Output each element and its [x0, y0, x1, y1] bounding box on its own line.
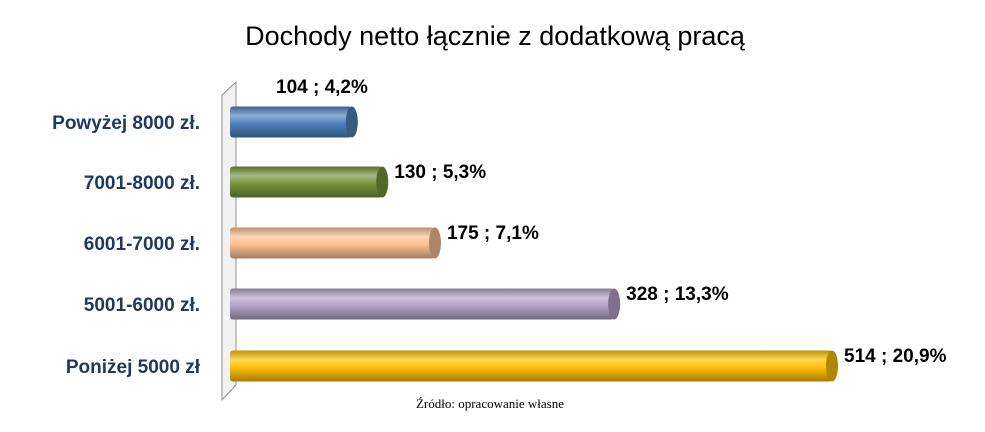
- bar-cap-1: [376, 166, 389, 198]
- category-label: 6001-7000 zł.: [84, 234, 200, 255]
- labels-layer: Powyżej 8000 zł. 104 ; 4,2% 7001-8000 zł. 1…: [52, 77, 946, 378]
- bar-4: [230, 350, 832, 382]
- data-label: 104 ; 4,2%: [276, 77, 368, 98]
- bar-cap-0: [345, 106, 358, 138]
- axis-wall: [221, 80, 237, 402]
- source-note: Źródło: opracowanie własne: [416, 396, 564, 411]
- category-label: 7001-8000 zł.: [84, 173, 200, 194]
- data-label: 328 ; 13,3%: [626, 284, 729, 305]
- data-label: 175 ; 7,1%: [447, 223, 539, 244]
- category-label: 5001-6000 zł.: [84, 295, 200, 316]
- bar-cap-2: [428, 227, 441, 259]
- bar-0: [230, 106, 352, 138]
- data-label: 514 ; 20,9%: [844, 346, 947, 367]
- category-label: Poniżej 5000 zł: [66, 357, 201, 378]
- bar-cap-4: [826, 350, 838, 382]
- bar-3: [230, 288, 615, 320]
- data-label: 130 ; 5,3%: [394, 162, 486, 183]
- bar-cap-3: [608, 288, 621, 320]
- category-label: Powyżej 8000 zł.: [52, 113, 200, 134]
- chart-title: Dochody netto łącznie z dodatkową pracą: [245, 21, 746, 51]
- bar-2: [230, 227, 435, 259]
- bar-1: [230, 166, 383, 198]
- bars-layer: [230, 106, 838, 382]
